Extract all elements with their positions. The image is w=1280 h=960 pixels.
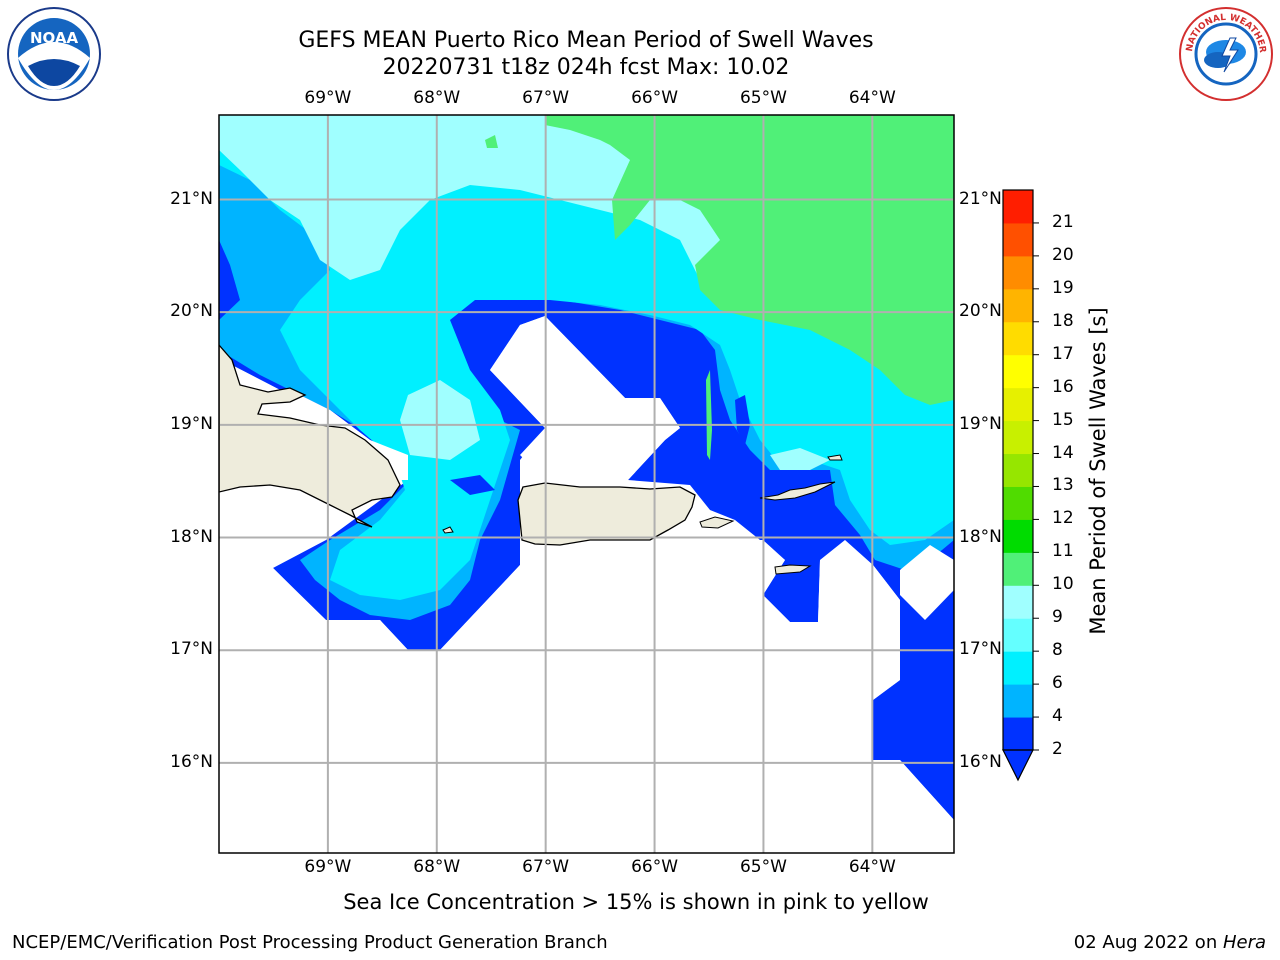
virgin-islands-coastline — [759, 481, 836, 501]
lat-label-right: 18°N — [959, 526, 1002, 547]
lat-label-left: 18°N — [170, 526, 213, 547]
footer-date: 02 Aug 2022 on Hera — [1074, 932, 1266, 953]
contour-9-10 — [545, 115, 954, 405]
vieques-coastline — [699, 516, 735, 529]
lat-label-left: 21°N — [170, 188, 213, 209]
st-croix-coastline — [774, 564, 812, 575]
colorbar-band — [1003, 585, 1033, 619]
colorbar-band — [1003, 222, 1033, 257]
contour-2-4-mona — [450, 475, 495, 495]
lon-label-top: 65°W — [739, 88, 787, 108]
no-data-region-south — [219, 540, 954, 853]
lon-label-bottom: 67°W — [522, 857, 570, 877]
colorbar-tick-label: 18 — [1052, 310, 1074, 331]
graticule — [219, 115, 954, 853]
contour-8-9-west — [400, 380, 480, 460]
noaa-logo-text: NOAA — [30, 29, 79, 47]
colorbar-band — [1003, 717, 1033, 751]
colorbar-band — [1003, 618, 1033, 652]
lat-label-left: 20°N — [170, 301, 213, 322]
colorbar-tick-label: 16 — [1052, 376, 1074, 397]
lon-label-top: 64°W — [848, 88, 896, 108]
contour-9-10-small — [485, 135, 498, 148]
puerto-rico-coastline — [517, 482, 696, 546]
colorbar-band — [1003, 453, 1033, 487]
colorbar-tick-label: 4 — [1052, 706, 1063, 727]
colorbar-tick-label: 6 — [1052, 673, 1063, 694]
colorbar-tick-label: 12 — [1052, 508, 1074, 529]
colorbar-band — [1003, 387, 1033, 422]
hispaniola-coastline — [219, 344, 401, 528]
colorbar-frame — [1002, 189, 1034, 751]
contour-6-8-pr — [770, 448, 830, 470]
lat-label-right: 19°N — [959, 413, 1002, 434]
colorbar-band — [1003, 552, 1033, 586]
nws-logo: NATIONAL WEATHER SERVICE — [1178, 6, 1273, 101]
chart-title-line2: 20220731 t18z 024h fcst Max: 10.02 — [382, 55, 790, 80]
colorbar-tick-label: 8 — [1052, 640, 1063, 661]
no-data-region-east-islet — [900, 545, 954, 620]
map-plot-area — [219, 115, 954, 853]
swell-period-contours — [219, 115, 954, 853]
colorbar-band — [1003, 255, 1033, 290]
map-frame — [218, 114, 955, 854]
colorbar-tick-label: 9 — [1052, 607, 1063, 628]
colorbar-tick-label: 17 — [1052, 343, 1074, 364]
colorbar-band — [1003, 190, 1033, 224]
lat-label-right: 20°N — [959, 301, 1002, 322]
colorbar-tick-label: 14 — [1052, 442, 1074, 463]
chart-title-line1: GEFS MEAN Puerto Rico Mean Period of Swe… — [298, 28, 874, 53]
colorbar-tick-label: 10 — [1052, 574, 1074, 595]
lat-label-left: 16°N — [170, 751, 213, 772]
lon-label-bottom: 64°W — [848, 857, 896, 877]
mona-island-coastline — [442, 526, 454, 534]
lon-label-bottom: 65°W — [739, 857, 787, 877]
colorbar-label-text: Mean Period of Swell Waves [s] — [1086, 307, 1110, 635]
colorbar-band — [1003, 321, 1033, 356]
colorbar-tick-label: 13 — [1052, 475, 1074, 496]
colorbar-tick-label: 15 — [1052, 409, 1074, 430]
lat-label-left: 19°N — [170, 413, 213, 434]
colorbar-band — [1003, 519, 1033, 553]
sea-ice-note: Sea Ice Concentration > 15% is shown in … — [343, 890, 929, 914]
colorbar-tick-label: 19 — [1052, 277, 1074, 298]
no-data-region-north-pr — [490, 316, 680, 480]
colorbar-tick-label: 21 — [1052, 211, 1074, 232]
colorbar-band — [1003, 354, 1033, 389]
colorbar-tick-label: 11 — [1052, 541, 1074, 562]
lat-label-left: 17°N — [170, 639, 213, 660]
contour-2-4-eddy — [735, 395, 750, 445]
footer-machine: Hera — [1222, 932, 1266, 953]
colorbar-tick-label: 2 — [1052, 739, 1063, 759]
land-masses — [219, 344, 843, 575]
colorbar — [1002, 189, 1039, 782]
footer-date-text: 02 Aug 2022 on — [1073, 932, 1223, 953]
lon-label-bottom: 68°W — [413, 857, 461, 877]
colorbar-band — [1003, 420, 1033, 455]
lon-label-top: 67°W — [522, 88, 570, 108]
noaa-logo: NOAA — [7, 7, 101, 101]
colorbar-band — [1003, 288, 1033, 323]
colorbar-band — [1003, 684, 1033, 718]
lon-label-bottom: 69°W — [304, 857, 352, 877]
lat-label-right: 21°N — [959, 188, 1002, 209]
lon-label-bottom: 66°W — [631, 857, 679, 877]
colorbar-tick-label: 20 — [1052, 244, 1074, 265]
colorbar-band — [1003, 486, 1033, 520]
colorbar-band — [1003, 651, 1033, 685]
lat-label-right: 17°N — [959, 639, 1002, 660]
lon-label-top: 66°W — [631, 88, 679, 108]
lon-label-top: 68°W — [413, 88, 461, 108]
footer-credit: NCEP/EMC/Verification Post Processing Pr… — [12, 932, 608, 953]
anegada-coastline — [827, 454, 843, 461]
lon-label-top: 69°W — [304, 88, 352, 108]
lat-label-right: 16°N — [959, 751, 1002, 772]
contour-9-10-strip — [706, 370, 712, 460]
